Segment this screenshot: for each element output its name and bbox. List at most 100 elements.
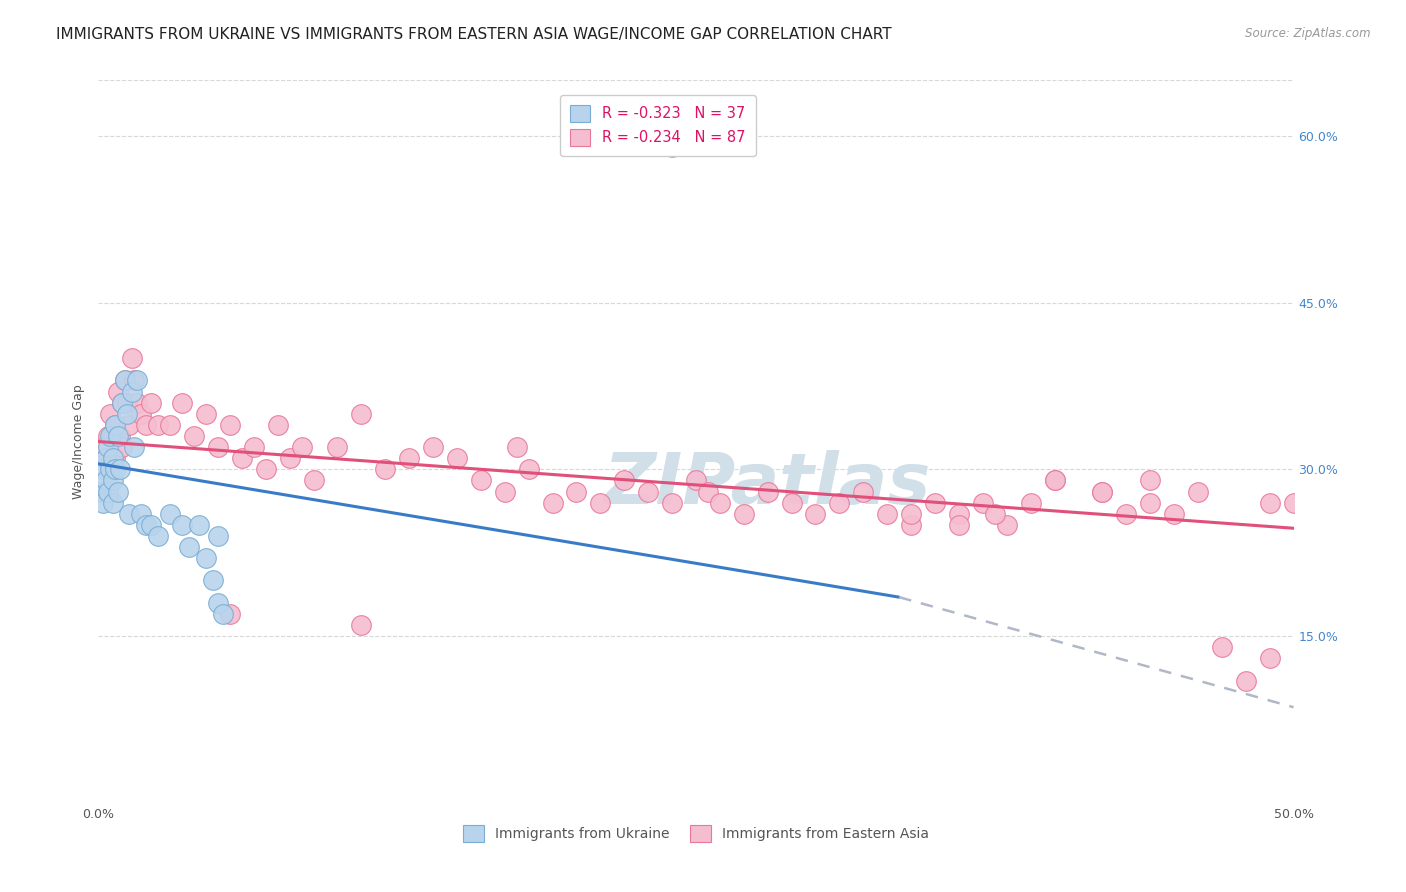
Point — [1163, 507, 1185, 521]
Point — [121, 384, 143, 399]
Y-axis label: Wage/Income Gap: Wage/Income Gap — [72, 384, 84, 499]
Point — [121, 351, 143, 366]
Point — [1234, 673, 1257, 688]
Point — [111, 395, 134, 409]
Point — [97, 484, 120, 499]
Point — [697, 484, 720, 499]
Point — [900, 517, 922, 532]
Point — [1211, 640, 1233, 655]
Point — [125, 395, 148, 409]
Point — [179, 540, 201, 554]
Point — [219, 417, 242, 432]
Point — [1139, 474, 1161, 488]
Point — [326, 440, 349, 454]
Point — [114, 373, 136, 387]
Point — [589, 496, 612, 510]
Point — [291, 440, 314, 454]
Point — [804, 507, 827, 521]
Point — [172, 395, 194, 409]
Point — [1258, 496, 1281, 510]
Point — [995, 517, 1018, 532]
Point — [733, 507, 755, 521]
Point — [494, 484, 516, 499]
Point — [1187, 484, 1209, 499]
Point — [98, 462, 122, 476]
Point — [187, 517, 209, 532]
Point — [541, 496, 564, 510]
Point — [506, 440, 529, 454]
Point — [661, 140, 683, 154]
Point — [211, 607, 233, 621]
Point — [107, 484, 129, 499]
Point — [709, 496, 731, 510]
Point — [202, 574, 225, 588]
Point — [972, 496, 994, 510]
Point — [91, 462, 114, 476]
Point — [195, 407, 218, 421]
Point — [876, 507, 898, 521]
Point — [139, 517, 162, 532]
Point — [302, 474, 325, 488]
Point — [94, 451, 117, 466]
Point — [948, 517, 970, 532]
Point — [1043, 474, 1066, 488]
Point — [1019, 496, 1042, 510]
Point — [108, 462, 131, 476]
Point — [115, 407, 138, 421]
Point — [1043, 474, 1066, 488]
Point — [470, 474, 492, 488]
Point — [139, 395, 162, 409]
Point — [98, 407, 122, 421]
Point — [101, 429, 124, 443]
Point — [243, 440, 266, 454]
Point — [111, 440, 134, 454]
Point — [661, 496, 683, 510]
Point — [446, 451, 468, 466]
Point — [111, 395, 134, 409]
Point — [278, 451, 301, 466]
Point — [637, 484, 659, 499]
Point — [924, 496, 946, 510]
Text: ZIPatlas: ZIPatlas — [605, 450, 931, 519]
Point — [1091, 484, 1114, 499]
Point — [517, 462, 540, 476]
Point — [135, 417, 157, 432]
Point — [97, 440, 120, 454]
Point — [183, 429, 205, 443]
Point — [108, 429, 131, 443]
Text: Source: ZipAtlas.com: Source: ZipAtlas.com — [1246, 27, 1371, 40]
Point — [125, 373, 148, 387]
Point — [207, 596, 229, 610]
Point — [124, 373, 146, 387]
Point — [114, 373, 136, 387]
Point — [124, 440, 146, 454]
Point — [107, 384, 129, 399]
Point — [267, 417, 290, 432]
Point — [1115, 507, 1137, 521]
Point — [254, 462, 277, 476]
Point — [148, 417, 170, 432]
Point — [984, 507, 1007, 521]
Point — [828, 496, 851, 510]
Point — [148, 529, 170, 543]
Point — [159, 417, 181, 432]
Point — [115, 395, 138, 409]
Point — [1282, 496, 1305, 510]
Point — [118, 507, 141, 521]
Point — [101, 496, 124, 510]
Point — [107, 429, 129, 443]
Point — [948, 507, 970, 521]
Point — [101, 474, 124, 488]
Point — [398, 451, 420, 466]
Point — [350, 618, 373, 632]
Point — [90, 484, 112, 499]
Point — [91, 440, 114, 454]
Point — [219, 607, 242, 621]
Text: IMMIGRANTS FROM UKRAINE VS IMMIGRANTS FROM EASTERN ASIA WAGE/INCOME GAP CORRELAT: IMMIGRANTS FROM UKRAINE VS IMMIGRANTS FR… — [56, 27, 891, 42]
Point — [101, 451, 124, 466]
Point — [104, 451, 127, 466]
Point — [1258, 651, 1281, 665]
Point — [422, 440, 444, 454]
Point — [118, 417, 141, 432]
Point — [780, 496, 803, 510]
